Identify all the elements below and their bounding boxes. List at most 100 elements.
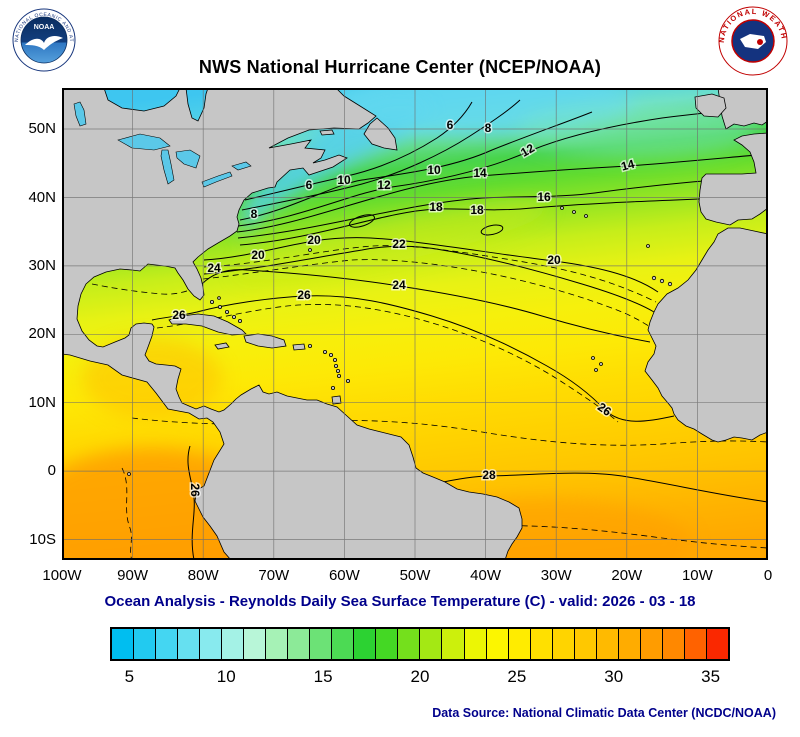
nws-hurricane-icon (757, 39, 763, 45)
hispaniola (243, 333, 287, 349)
map-frame (62, 88, 768, 560)
colorbar-segment (530, 629, 553, 659)
colorbar-segment (354, 629, 377, 659)
colorbar-segment (552, 629, 575, 659)
colorbar-segment (112, 629, 135, 659)
contour-label: 26 (297, 288, 311, 302)
lon-tick-label: 10W (681, 567, 713, 584)
lon-tick-label: 40W (470, 567, 502, 584)
graticule (62, 88, 768, 560)
contour-label: 20 (307, 233, 321, 247)
noaa-logo: NATIONAL OCEANIC AND ATMOSPHERIC ADMINIS… (10, 4, 76, 72)
contour-label: 10 (337, 173, 351, 187)
colorbar-segment (618, 629, 641, 659)
anticosti-island (319, 129, 335, 136)
colorbar-tick: 5 (124, 667, 135, 686)
lon-tick-label: 50W (399, 567, 431, 584)
newfoundland (363, 117, 398, 151)
nws-us-map-icon (740, 34, 766, 49)
lat-tick-label: 0 (47, 462, 56, 480)
contour-label: 26 (188, 483, 202, 497)
colorbar-tick: 35 (701, 667, 721, 686)
contour-label: 22 (392, 237, 406, 251)
colorbar-segment (376, 629, 399, 659)
contour-label: 20 (251, 248, 265, 262)
puerto-rico (292, 343, 306, 351)
contour-label: 6 (306, 178, 313, 192)
map-caption: Ocean Analysis - Reynolds Daily Sea Surf… (104, 593, 696, 610)
contour-label: 16 (537, 190, 551, 204)
contour-label: 24 (392, 278, 406, 292)
noaa-emblem: NATIONAL OCEANIC AND ATMOSPHERIC ADMINIS… (10, 4, 76, 72)
colorbar-tick: 15 (313, 667, 333, 686)
landmass (62, 88, 768, 560)
nws-logo: NATIONAL WEATHER SERVICE (715, 0, 788, 76)
lon-tick-label: 60W (328, 567, 360, 584)
lon-tick-label: 90W (117, 567, 149, 584)
lon-tick-label: 100W (42, 567, 82, 584)
lon-tick-label: 70W (258, 567, 290, 584)
sst-map: 6 8 12 14 10 14 6 10 12 16 18 18 8 20 22 20 24 20 26 24 26 26… (62, 88, 768, 560)
colorbar-tick: 25 (507, 667, 527, 686)
colorbar-segment (486, 629, 509, 659)
colorbar-segment (464, 629, 487, 659)
colorbar-segment (222, 629, 245, 659)
noaa-label: NOAA (34, 24, 55, 31)
contour-label: 6 (447, 118, 454, 132)
contour-label: 8 (251, 207, 258, 221)
nws-emblem: NATIONAL WEATHER SERVICE (715, 0, 788, 76)
colorbar-segment (442, 629, 465, 659)
colorbar-segment (332, 629, 355, 659)
lat-tick-label: 20N (28, 325, 56, 343)
colorbar-segment (420, 629, 443, 659)
contour-label: 26 (172, 308, 186, 322)
contour-label: 8 (485, 121, 492, 135)
contour-label: 10 (427, 163, 441, 177)
colorbar-tick: 10 (216, 667, 236, 686)
contour-label: 18 (470, 203, 484, 217)
cape-verde (591, 356, 603, 372)
colorbar-segment (706, 629, 728, 659)
lon-tick-label: 0 (763, 567, 773, 584)
page-title: NWS National Hurricane Center (NCEP/NOAA… (198, 57, 602, 77)
bermuda (308, 248, 312, 252)
colorbar-segment (266, 629, 289, 659)
contour-label: 20 (547, 253, 561, 267)
colorbar-segment (310, 629, 333, 659)
lon-tick-label: 30W (540, 567, 572, 584)
colorbar-segment (288, 629, 311, 659)
contour-label: 14 (473, 166, 487, 180)
colorbar-segment (508, 629, 531, 659)
colorbar-tick: 20 (410, 667, 430, 686)
lat-tick-label: 10N (28, 393, 56, 411)
africa (644, 227, 768, 443)
lesser-antilles (307, 343, 350, 390)
colorbar-segment (178, 629, 201, 659)
jamaica (214, 342, 230, 350)
colorbar-segment (200, 629, 223, 659)
data-source-note: Data Source: National Climatic Data Cent… (432, 706, 776, 720)
colorbar-segment (640, 629, 663, 659)
lat-tick-label: 40N (28, 188, 56, 206)
bahamas (209, 296, 242, 323)
temperature-colorbar (110, 627, 730, 661)
lat-tick-label: 50N (28, 120, 56, 137)
contour-label: 18 (429, 200, 443, 214)
canary-islands (651, 275, 673, 287)
colorbar-segment (156, 629, 179, 659)
colorbar-segment (244, 629, 267, 659)
galapagos (127, 472, 131, 476)
colorbar-segment (398, 629, 421, 659)
contour-label: 28 (482, 468, 496, 482)
colorbar-segment (662, 629, 685, 659)
lon-tick-label: 20W (611, 567, 643, 584)
noaa-globe (20, 16, 68, 64)
madeira (646, 244, 650, 248)
contour-label: 24 (207, 261, 221, 275)
europe-iberia (698, 132, 768, 226)
colorbar-tick: 30 (604, 667, 624, 686)
colorbar-segment (574, 629, 597, 659)
lat-tick-label: 10S (29, 530, 56, 548)
